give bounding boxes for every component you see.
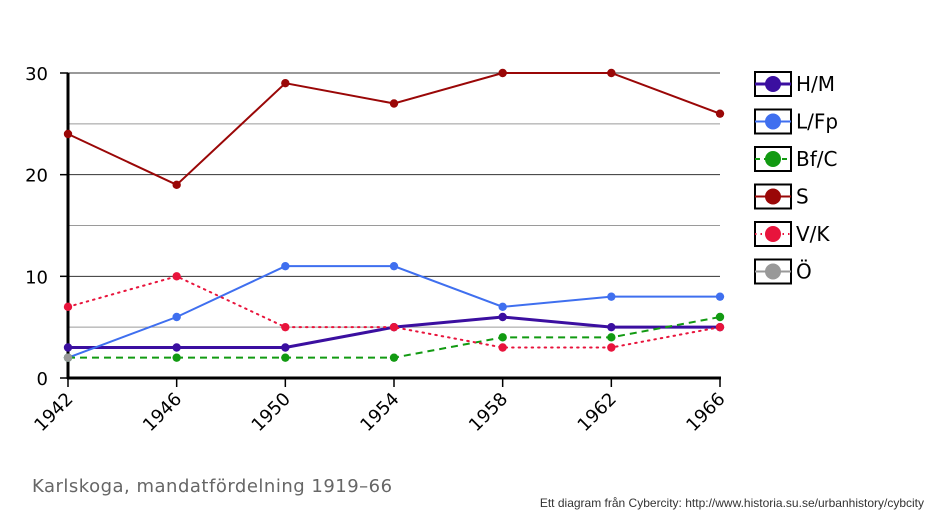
data-point [715, 109, 725, 118]
data-point [607, 68, 616, 78]
data-point [607, 343, 616, 352]
data-point [172, 312, 181, 322]
legend-marker [765, 188, 781, 205]
chart-caption: Karlskoga, mandatfördelning 1919–66 [32, 476, 393, 497]
data-point [498, 312, 507, 322]
legend: H/M L/Fp Bf/C S V/K Ö [754, 71, 838, 285]
y-tick-label: 10 [25, 267, 48, 288]
data-point [172, 272, 181, 281]
data-point [389, 261, 399, 271]
data-point [715, 312, 725, 322]
x-tick-label: 1942 [30, 389, 77, 436]
series-line [67, 72, 721, 187]
data-point [607, 333, 616, 342]
data-point [389, 353, 399, 362]
data-point [715, 322, 725, 332]
legend-marker [765, 151, 781, 167]
x-tick-label: 1954 [356, 389, 403, 436]
data-point [715, 292, 725, 301]
data-point [63, 302, 73, 312]
data-point [498, 343, 507, 352]
data-point [498, 302, 507, 312]
x-tick-label: 1946 [139, 389, 186, 436]
legend-item: S [754, 183, 809, 210]
source-credit: Ett diagram från Cybercity: http://www.h… [539, 496, 924, 510]
data-point [63, 343, 73, 352]
legend-item: Bf/C [754, 146, 837, 172]
tick-labels: 0 10 20 30 1942 1946 1950 1954 1958 1962 1966 [25, 64, 729, 436]
legend-marker [765, 226, 781, 242]
data-point [172, 343, 181, 352]
data-point [281, 353, 290, 362]
data-point [389, 322, 399, 332]
data-point [281, 322, 290, 332]
axes [60, 72, 721, 387]
legend-item: Ö [754, 258, 812, 285]
legend-label: Bf/C [796, 147, 837, 171]
series-line [67, 275, 721, 349]
grid-lines [68, 72, 720, 328]
data-point [389, 99, 399, 108]
data-point [281, 261, 290, 271]
legend-marker [765, 113, 781, 130]
x-tick-label: 1950 [248, 389, 295, 436]
legend-item: H/M [754, 71, 835, 97]
series-2 [63, 312, 725, 362]
y-tick-label: 30 [25, 64, 48, 85]
y-tick-label: 0 [37, 369, 48, 390]
data-point [172, 180, 181, 190]
legend-marker [765, 263, 781, 280]
x-tick-label: 1962 [574, 389, 621, 436]
data-point [498, 68, 507, 78]
series-5 [63, 353, 73, 362]
legend-label: Ö [796, 260, 812, 284]
x-tick-label: 1958 [465, 389, 512, 436]
legend-label: V/K [796, 222, 830, 246]
legend-item: L/Fp [754, 108, 838, 135]
legend-label: H/M [796, 72, 835, 96]
x-tick-label: 1966 [682, 389, 729, 436]
data-point [281, 343, 290, 352]
data-point [63, 353, 73, 362]
data-point [172, 353, 181, 362]
data-point [607, 322, 616, 332]
series-0 [63, 312, 725, 352]
data-series [63, 68, 725, 362]
legend-item: V/K [754, 221, 830, 247]
series-line [67, 265, 720, 359]
data-point [281, 78, 290, 88]
y-tick-label: 20 [25, 166, 48, 187]
series-4 [63, 272, 725, 352]
data-point [498, 333, 507, 342]
series-3 [63, 68, 725, 190]
legend-label: L/Fp [796, 110, 838, 134]
legend-label: S [796, 185, 809, 209]
data-point [63, 129, 73, 139]
data-point [607, 292, 616, 301]
legend-marker [765, 76, 781, 92]
